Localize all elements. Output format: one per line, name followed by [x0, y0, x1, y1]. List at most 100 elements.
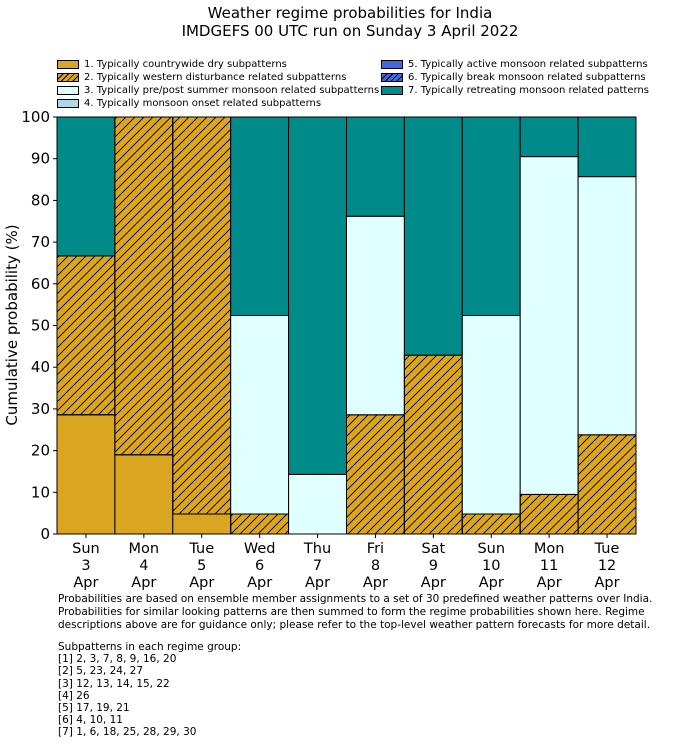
- legend-swatch: [381, 86, 403, 95]
- x-tick-label: Apr: [363, 575, 388, 591]
- legend-label: 4. Typically monsoon onset related subpa…: [84, 98, 322, 109]
- bar-segment: [577, 176, 637, 436]
- note-line: Probabilities for similar looking patter…: [58, 606, 645, 618]
- bar-segment: [288, 473, 348, 535]
- subpatterns-heading: Subpatterns in each regime group:: [58, 641, 242, 653]
- x-tick-label: 6: [255, 558, 264, 574]
- bars-layer: [56, 116, 637, 535]
- y-tick-label: 40: [31, 358, 50, 376]
- chart-title: Weather regime probabilities for India: [207, 4, 493, 22]
- subpattern-group: [5] 17, 19, 21: [58, 702, 130, 715]
- bar-segment-hatch: [403, 354, 463, 535]
- bar-segment: [519, 116, 579, 158]
- subpattern-group: [2] 5, 23, 24, 27: [58, 665, 143, 678]
- x-tick-label: 3: [81, 558, 90, 574]
- legend-label: 5. Typically active monsoon related subp…: [408, 59, 648, 70]
- chart-title-block: Weather regime probabilities for India I…: [0, 4, 700, 40]
- x-tick-label: Thu: [303, 541, 331, 557]
- legend-label: 7. Typically retreating monsoon related …: [408, 85, 649, 96]
- x-tick-label: Sun: [72, 541, 100, 557]
- bar-segment-hatch: [56, 255, 116, 416]
- bar-segment: [346, 215, 405, 416]
- bar-segment-hatch: [346, 414, 405, 535]
- x-tick-label: Tue: [594, 541, 620, 557]
- legend-swatch: [57, 73, 79, 82]
- legend-swatch: [57, 86, 79, 95]
- subpattern-group: [6] 4, 10, 11: [58, 714, 123, 727]
- legend-item: 7. Typically retreating monsoon related …: [381, 84, 649, 97]
- bar-segment-hatch: [461, 513, 521, 535]
- legend-label: 6. Typically break monsoon related subpa…: [408, 72, 646, 83]
- bar-segment: [577, 116, 637, 178]
- x-tick-label: Apr: [73, 575, 98, 591]
- bar-segment-hatch: [172, 116, 232, 515]
- axes-layer: 0102030405060708090100Sun3AprMon4AprTue5…: [21, 108, 636, 591]
- y-tick-label: 100: [21, 108, 50, 126]
- bar-segment: [230, 314, 290, 515]
- x-tick-label: Apr: [305, 575, 330, 591]
- x-tick-label: 9: [429, 558, 438, 574]
- legend-item: 5. Typically active monsoon related subp…: [381, 58, 649, 71]
- x-tick-label: Apr: [421, 575, 446, 591]
- legend-label: 3. Typically pre/post summer monsoon rel…: [84, 85, 380, 96]
- y-tick-label: 30: [31, 400, 50, 418]
- note-line: descriptions above are for guidance only…: [58, 619, 651, 631]
- x-tick-label: Apr: [537, 575, 562, 591]
- bar-segment: [172, 513, 232, 535]
- bar-segment-hatch: [577, 434, 637, 535]
- legend-item: 3. Typically pre/post summer monsoon rel…: [57, 84, 379, 97]
- y-tick-label: 70: [31, 233, 50, 251]
- x-tick-label: 5: [197, 558, 206, 574]
- y-tick-label: 80: [31, 191, 50, 209]
- bar-segment: [56, 116, 116, 257]
- bar-segment: [519, 156, 579, 495]
- notes-block: Probabilities are based on ensemble memb…: [58, 593, 652, 632]
- bar-segment: [403, 116, 463, 356]
- legend-swatch: [381, 73, 403, 82]
- y-tick-label: 60: [31, 275, 50, 293]
- bar-segment: [230, 116, 290, 316]
- legend-item: 2. Typically western disturbance related…: [57, 71, 379, 84]
- subpatterns-block: Subpatterns in each regime group: [1] 2,…: [58, 641, 241, 739]
- x-tick-label: 12: [598, 558, 616, 574]
- x-tick-label: Apr: [131, 575, 156, 591]
- bar-segment: [288, 116, 348, 475]
- legend-swatch: [381, 60, 403, 69]
- subpattern-group: [7] 1, 6, 18, 25, 28, 29, 30: [58, 726, 197, 739]
- bar-segment-hatch: [230, 513, 290, 535]
- legend-item: 1. Typically countrywide dry subpatterns: [57, 58, 379, 71]
- y-tick-label: 20: [31, 442, 50, 460]
- y-tick-label: 50: [31, 317, 50, 335]
- legend-label: 1. Typically countrywide dry subpatterns: [84, 59, 287, 70]
- x-tick-label: 11: [540, 558, 558, 574]
- subpattern-group: [3] 12, 13, 14, 15, 22: [58, 677, 170, 690]
- bar-segment: [346, 116, 405, 217]
- y-tick-label: 10: [31, 483, 50, 501]
- bar-segment: [461, 116, 521, 316]
- x-tick-label: Mon: [534, 541, 565, 557]
- legend-swatch: [57, 99, 79, 108]
- x-tick-label: 8: [371, 558, 380, 574]
- x-tick-label: Tue: [188, 541, 214, 557]
- x-tick-label: Apr: [595, 575, 620, 591]
- bar-segment: [114, 454, 174, 535]
- x-tick-label: 10: [482, 558, 500, 574]
- x-tick-label: Mon: [129, 541, 160, 557]
- x-tick-label: Sun: [477, 541, 505, 557]
- y-tick-label: 90: [31, 150, 50, 168]
- x-tick-label: 4: [139, 558, 148, 574]
- subpattern-group: [4] 26: [58, 689, 90, 702]
- bar-segment-hatch: [519, 493, 579, 535]
- legend-column-left: 1. Typically countrywide dry subpatterns…: [57, 58, 379, 110]
- x-tick-label: Fri: [367, 541, 384, 557]
- x-tick-label: Sat: [421, 541, 445, 557]
- x-tick-label: Wed: [244, 541, 276, 557]
- bar-segment-hatch: [114, 116, 174, 456]
- legend-item: 4. Typically monsoon onset related subpa…: [57, 97, 379, 110]
- x-tick-label: 7: [313, 558, 322, 574]
- legend-label: 2. Typically western disturbance related…: [84, 72, 347, 83]
- x-tick-label: Apr: [247, 575, 272, 591]
- subpattern-group: [1] 2, 3, 7, 8, 9, 16, 20: [58, 653, 177, 666]
- bar-segment: [461, 314, 521, 515]
